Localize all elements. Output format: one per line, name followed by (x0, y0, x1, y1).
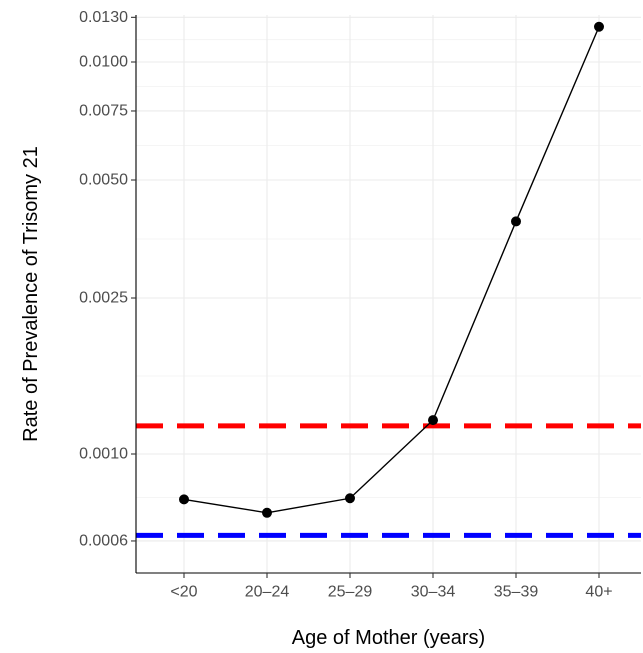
x-tick-label: 35–39 (494, 584, 539, 601)
x-axis-title: Age of Mother (years) (292, 627, 485, 649)
axis-layer (131, 15, 641, 578)
reference-lines (136, 423, 641, 538)
data-point (511, 216, 521, 227)
data-point (179, 494, 189, 505)
data-point (262, 507, 272, 518)
y-tick-label: 0.0050 (79, 172, 128, 189)
x-tick-label: <20 (170, 584, 197, 601)
x-tick-label: 30–34 (411, 584, 456, 601)
data-point (345, 493, 355, 504)
series-layer (179, 21, 604, 518)
x-tick-label: 40+ (585, 584, 612, 601)
x-tick-label: 20–24 (245, 584, 290, 601)
y-tick-label: 0.0130 (79, 9, 128, 26)
tick-label-layer: 0.0006 0.0010 0.0025 0.0050 0.0075 0.0100 0.01… (79, 9, 613, 601)
y-tick-label: 0.0025 (79, 290, 128, 307)
data-point (594, 21, 604, 32)
grid-layer (136, 15, 641, 573)
x-tick-label: 25–29 (328, 584, 373, 601)
y-tick-label: 0.0010 (79, 446, 128, 463)
y-axis-title: Rate of Prevalence of Trisomy 21 (20, 146, 42, 442)
series-line (183, 26, 600, 514)
y-tick-label: 0.0006 (79, 532, 128, 549)
y-tick-label: 0.0075 (79, 102, 128, 119)
data-point (428, 415, 438, 426)
y-tick-label: 0.0100 (79, 54, 128, 71)
